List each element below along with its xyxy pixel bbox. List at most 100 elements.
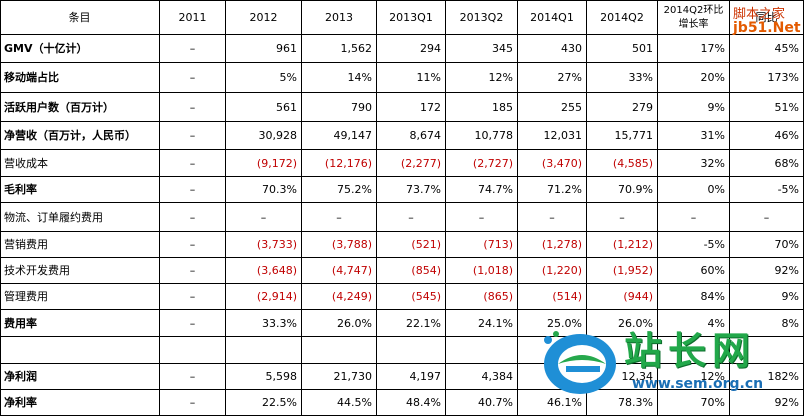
cell-value: 14% (301, 62, 377, 93)
cell-value (225, 336, 302, 364)
cell-yoy: 68% (729, 149, 804, 177)
cell-value (586, 336, 658, 364)
cell-value: 74.7% (445, 176, 518, 203)
cell-value: 21,730 (301, 363, 377, 390)
cell-value: 345 (445, 34, 518, 63)
header-year: 2014Q1 (517, 0, 587, 35)
cell-qoq: 0% (657, 176, 730, 203)
cell-value: – (517, 202, 587, 232)
cell-yoy: 8% (729, 309, 804, 337)
header-qoq: 2014Q2环比 增长率 (657, 0, 730, 35)
cell-value: 40.7% (445, 389, 518, 416)
cell-yoy: 45% (729, 34, 804, 63)
table-row: 净利率 –22.5% 44.5% 48.4% 40.7% 46.1% 78.3% 70% 92% (0, 389, 804, 416)
cell-value: – (159, 363, 226, 390)
cell-qoq: 70% (657, 389, 730, 416)
row-label: GMV（十亿计） (0, 34, 160, 63)
row-label: 管理费用 (0, 283, 160, 310)
row-label: 物流、订单履约费用 (0, 202, 160, 232)
cell-value: 25.0% (517, 309, 587, 337)
cell-value: – (159, 202, 226, 232)
cell-value: 78.3% (586, 389, 658, 416)
cell-value: 27% (517, 62, 587, 93)
cell-value: (4,747) (301, 257, 377, 284)
cell-value: 172 (376, 92, 446, 122)
cell-value: 71.2% (517, 176, 587, 203)
cell-value: 5% (225, 62, 302, 93)
cell-yoy: 92% (729, 389, 804, 416)
header-qoq-line1: 2014Q2环比 (663, 5, 724, 16)
cell-value: (1,018) (445, 257, 518, 284)
cell-value: 30,928 (225, 121, 302, 150)
cell-value: 44.5% (301, 389, 377, 416)
cell-yoy: 173% (729, 62, 804, 93)
cell-value: 75.2% (301, 176, 377, 203)
cell-value: (865) (445, 283, 518, 310)
cell-value: (2,277) (376, 149, 446, 177)
cell-value: (12,176) (301, 149, 377, 177)
cell-value: 430 (517, 34, 587, 63)
row-label: 毛利率 (0, 176, 160, 203)
cell-qoq: 60% (657, 257, 730, 284)
cell-value: – (159, 389, 226, 416)
cell-value: (944) (586, 283, 658, 310)
cell-value: (1,278) (517, 231, 587, 258)
header-item: 条目 (0, 0, 160, 35)
cell-value: – (159, 257, 226, 284)
cell-value: 279 (586, 92, 658, 122)
cell-value: – (445, 202, 518, 232)
cell-value: (854) (376, 257, 446, 284)
cell-value: 5, (517, 363, 587, 390)
cell-value: 48.4% (376, 389, 446, 416)
header-year: 2014Q2 (586, 0, 658, 35)
table-row: 营销费用 – (3,733) (3,788) (521) (713) (1,278) (1,2… (0, 231, 804, 258)
cell-value: 11% (376, 62, 446, 93)
cell-qoq: 20% (657, 62, 730, 93)
cell-value (445, 336, 518, 364)
cell-value: – (159, 62, 226, 93)
cell-qoq: 32% (657, 149, 730, 177)
cell-value: 294 (376, 34, 446, 63)
cell-value: 12,34 (586, 363, 658, 390)
cell-qoq: 9% (657, 92, 730, 122)
cell-value: 26.0% (301, 309, 377, 337)
header-year: 2012 (225, 0, 302, 35)
cell-value: 73.7% (376, 176, 446, 203)
row-label: 营销费用 (0, 231, 160, 258)
cell-value: – (159, 121, 226, 150)
header-row: 条目 2011 2012 2013 2013Q1 2013Q2 2014Q1 2… (0, 0, 804, 35)
cell-value: (1,212) (586, 231, 658, 258)
cell-value: 15,771 (586, 121, 658, 150)
cell-value: (3,648) (225, 257, 302, 284)
row-label: 净利率 (0, 389, 160, 416)
cell-yoy: 9% (729, 283, 804, 310)
cell-value: 501 (586, 34, 658, 63)
row-label: 技术开发费用 (0, 257, 160, 284)
cell-value: – (159, 283, 226, 310)
cell-value: 790 (301, 92, 377, 122)
row-label: 净营收（百万计，人民币） (0, 121, 160, 150)
cell-value: 5,598 (225, 363, 302, 390)
cell-yoy: -5% (729, 176, 804, 203)
cell-value: – (159, 176, 226, 203)
table-row: 毛利率 –70.3% 75.2% 73.7% 74.7% 71.2% 70.9% 0% -5% (0, 176, 804, 203)
cell-qoq: 17% (657, 34, 730, 63)
row-label: 净利润 (0, 363, 160, 390)
cell-value: 4,197 (376, 363, 446, 390)
header-year: 2011 (159, 0, 226, 35)
table-row: GMV（十亿计） –961 1,562 294 345 430 501 17% 45% (0, 34, 804, 63)
table-row: 管理费用 – (2,914) (4,249) (545) (865) (514) (944) 8… (0, 283, 804, 310)
cell-value: (9,172) (225, 149, 302, 177)
header-year: 2013Q1 (376, 0, 446, 35)
table-row (0, 336, 804, 364)
table-row: 移动端占比 –5% 14% 11% 12% 27% 33% 20% 173% (0, 62, 804, 93)
cell-value: – (159, 149, 226, 177)
row-label: 费用率 (0, 309, 160, 337)
cell-value: 961 (225, 34, 302, 63)
cell-value: 8,674 (376, 121, 446, 150)
cell-value: – (586, 202, 658, 232)
cell-qoq: 84% (657, 283, 730, 310)
cell-qoq: -5% (657, 231, 730, 258)
cell-value: (4,249) (301, 283, 377, 310)
